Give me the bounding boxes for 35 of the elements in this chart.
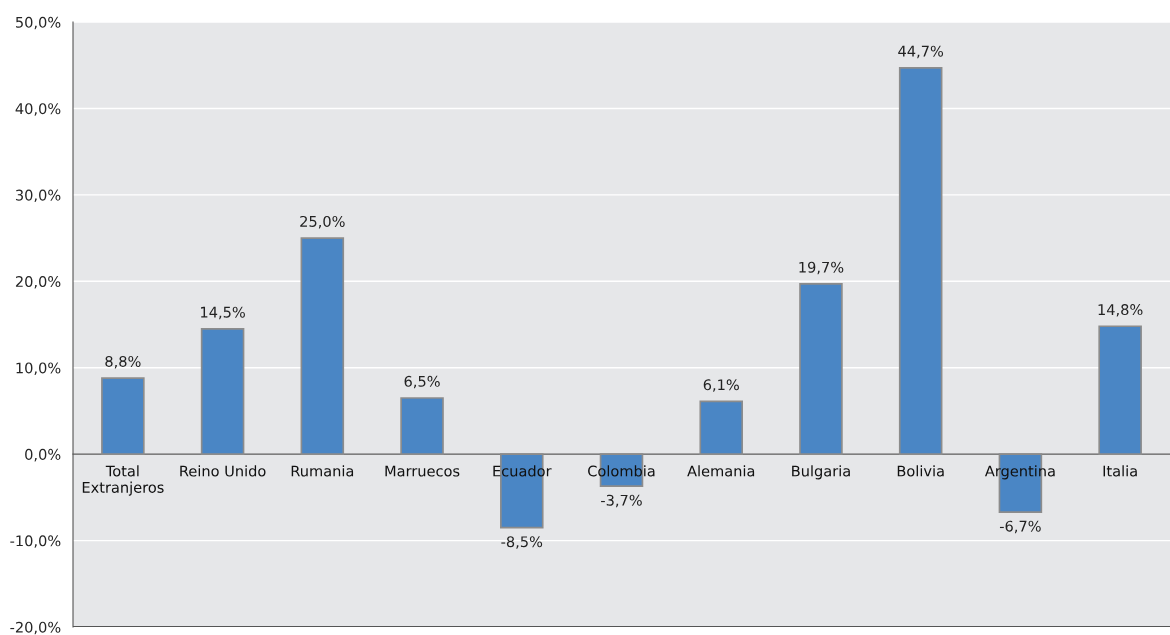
y-tick-label: -20,0% [10, 621, 61, 635]
y-tick-label: 20,0% [15, 276, 61, 289]
x-tick-label: Alemania [687, 465, 755, 477]
x-tick-label: Bulgaria [792, 465, 850, 480]
data-label: 44,7% [898, 45, 944, 59]
bar [300, 237, 345, 455]
y-tick-label: 0,0% [25, 448, 61, 462]
data-label: 14,5% [201, 306, 245, 320]
data-label: -6,7% [999, 520, 1041, 534]
bar [799, 283, 843, 455]
data-label: -8,5% [501, 536, 543, 549]
data-label: 6,1% [703, 379, 739, 392]
y-tick-label: 50,0% [16, 16, 61, 30]
bar [898, 67, 943, 455]
y-tick-label: 40,0% [15, 103, 61, 116]
x-tick-label: Marruecos [385, 465, 460, 477]
bar [699, 400, 744, 455]
data-label: -3,7% [601, 494, 642, 508]
y-tick-label: 10,0% [16, 362, 61, 375]
y-tick-label: 30,0% [15, 189, 61, 203]
y-tick-label: -10,0% [10, 535, 61, 548]
x-tick-label: Total Extranjeros [82, 465, 164, 496]
data-label: 25,0% [300, 215, 345, 229]
x-tick-label: Reino Unido [180, 465, 266, 477]
x-tick-label: Bolivia [897, 465, 944, 477]
bar [1098, 325, 1142, 455]
data-label: 19,7% [799, 261, 844, 275]
data-label: 6,5% [404, 375, 440, 389]
bar [101, 377, 145, 455]
x-tick-label: Italia [1103, 465, 1137, 477]
x-tick-label: Rumania [291, 465, 354, 477]
bar [200, 328, 245, 455]
bar [400, 397, 444, 455]
data-label: 8,8% [105, 355, 141, 369]
data-label: 14,8% [1098, 304, 1143, 317]
